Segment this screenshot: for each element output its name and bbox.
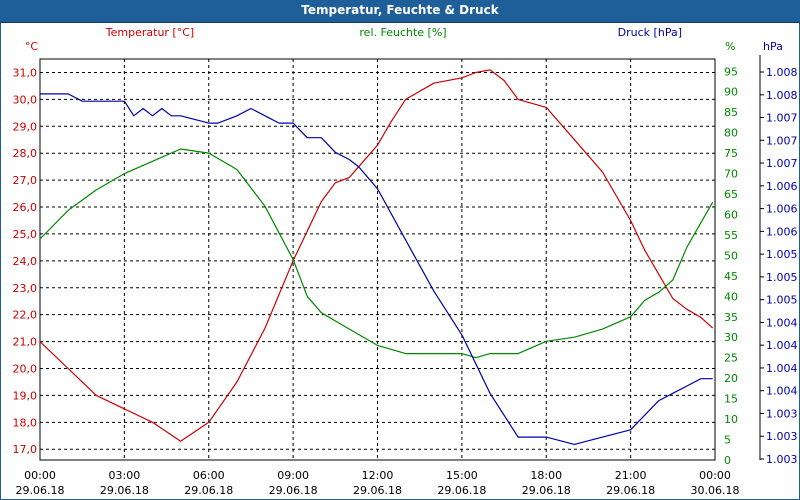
temperature-tick-label: 24,0 <box>13 255 38 268</box>
pressure-tick-label: 1.007 <box>766 134 798 147</box>
series-layer <box>39 69 714 445</box>
pressure-tick-label: 1.003 <box>766 407 798 420</box>
pressure-tick-label: 1.006 <box>766 225 798 238</box>
pressure-tick-label: 1.005 <box>766 271 798 284</box>
humidity-tick-label: 20 <box>724 372 738 385</box>
humidity-tick-label: 15 <box>724 393 738 406</box>
humidity-tick-label: 0 <box>724 454 731 467</box>
x-tick-time-label: 00:00 <box>24 469 56 482</box>
humidity-axis-label: rel. Feuchte [%] <box>359 26 446 39</box>
temperature-tick-label: 20,0 <box>13 362 38 375</box>
x-tick-time-label: 21:00 <box>615 469 647 482</box>
x-tick-date-label: 29.06.18 <box>437 484 486 497</box>
pressure-tick-label: 1.003 <box>766 453 798 466</box>
window-title: Temperatur, Feuchte & Druck <box>301 3 499 17</box>
humidity-tick-label: 5 <box>724 434 731 447</box>
axis-layer: 00:00 29.06.18 03:00 29.06.18 06:00 29.06.18 0… <box>13 55 798 497</box>
temperature-tick-label: 31,0 <box>13 66 38 79</box>
humidity-tick-label: 30 <box>724 331 738 344</box>
pressure-series-line <box>40 93 713 445</box>
x-tick-time-label: 03:00 <box>109 469 141 482</box>
pressure-tick-label: 1.008 <box>766 66 798 79</box>
humidity-tick-label: 50 <box>724 249 738 262</box>
pressure-tick-label: 1.003 <box>766 430 798 443</box>
humidity-series-line <box>39 148 714 359</box>
temperature-axis-label: Temperatur [°C] <box>105 26 194 39</box>
pressure-axis-label: Druck [hPa] <box>618 26 682 39</box>
x-tick-time-label: 09:00 <box>277 469 309 482</box>
humidity-tick-label: 40 <box>724 290 738 303</box>
temperature-tick-label: 23,0 <box>13 282 38 295</box>
pressure-tick-label: 1.005 <box>766 248 798 261</box>
humidity-tick-label: 55 <box>724 229 738 242</box>
x-tick-time-label: 18:00 <box>530 469 562 482</box>
humidity-tick-label: 10 <box>724 413 738 426</box>
temperature-tick-label: 26,0 <box>13 201 38 214</box>
grid-layer <box>39 58 716 461</box>
x-tick-date-label: 30.06.18 <box>691 484 740 497</box>
temperature-tick-label: 21,0 <box>13 336 38 349</box>
x-tick-time-label: 00:00 <box>699 469 731 482</box>
x-tick-date-label: 29.06.18 <box>184 484 233 497</box>
x-tick-time-label: 06:00 <box>193 469 225 482</box>
x-tick-date-label: 29.06.18 <box>522 484 571 497</box>
x-tick-date-label: 29.06.18 <box>353 484 402 497</box>
humidity-tick-label: 90 <box>724 86 738 99</box>
temperature-tick-label: 22,0 <box>13 309 38 322</box>
pressure-tick-label: 1.007 <box>766 157 798 170</box>
pressure-tick-label: 1.004 <box>766 362 798 375</box>
pressure-tick-label: 1.007 <box>766 112 798 125</box>
pressure-tick-label: 1.004 <box>766 339 798 352</box>
x-tick-date-label: 29.06.18 <box>100 484 149 497</box>
pressure-tick-label: 1.004 <box>766 316 798 329</box>
temperature-tick-label: 25,0 <box>13 228 38 241</box>
temperature-unit-label: °C <box>25 40 39 53</box>
temperature-tick-label: 17,0 <box>13 443 38 456</box>
temperature-tick-label: 29,0 <box>13 120 38 133</box>
temperature-tick-label: 28,0 <box>13 147 38 160</box>
humidity-tick-label: 75 <box>724 147 738 160</box>
temperature-tick-label: 30,0 <box>13 93 38 106</box>
x-tick-date-label: 29.06.18 <box>16 484 65 497</box>
pressure-tick-label: 1.006 <box>766 180 798 193</box>
x-tick-date-label: 29.06.18 <box>606 484 655 497</box>
pressure-tick-label: 1.004 <box>766 385 798 398</box>
humidity-tick-label: 95 <box>724 65 738 78</box>
humidity-tick-label: 35 <box>724 311 738 324</box>
pressure-tick-label: 1.005 <box>766 294 798 307</box>
chart-frame <box>0 23 800 500</box>
pressure-tick-label: 1.008 <box>766 89 798 102</box>
temperature-tick-label: 19,0 <box>13 389 38 402</box>
window-titlebar: Temperatur, Feuchte & Druck <box>0 0 800 23</box>
humidity-tick-label: 70 <box>724 168 738 181</box>
humidity-tick-label: 60 <box>724 208 738 221</box>
humidity-tick-label: 85 <box>724 106 738 119</box>
temperature-series-line <box>39 69 714 442</box>
humidity-unit-label: % <box>725 40 735 53</box>
pressure-tick-label: 1.006 <box>766 203 798 216</box>
humidity-tick-label: 25 <box>724 352 738 365</box>
pressure-unit-label: hPa <box>763 40 783 53</box>
humidity-tick-label: 45 <box>724 270 738 283</box>
temperature-tick-label: 27,0 <box>13 174 38 187</box>
humidity-tick-label: 65 <box>724 188 738 201</box>
humidity-tick-label: 80 <box>724 127 738 140</box>
x-tick-time-label: 12:00 <box>362 469 394 482</box>
x-tick-date-label: 29.06.18 <box>269 484 318 497</box>
x-tick-time-label: 15:00 <box>446 469 478 482</box>
temperature-tick-label: 18,0 <box>13 416 38 429</box>
